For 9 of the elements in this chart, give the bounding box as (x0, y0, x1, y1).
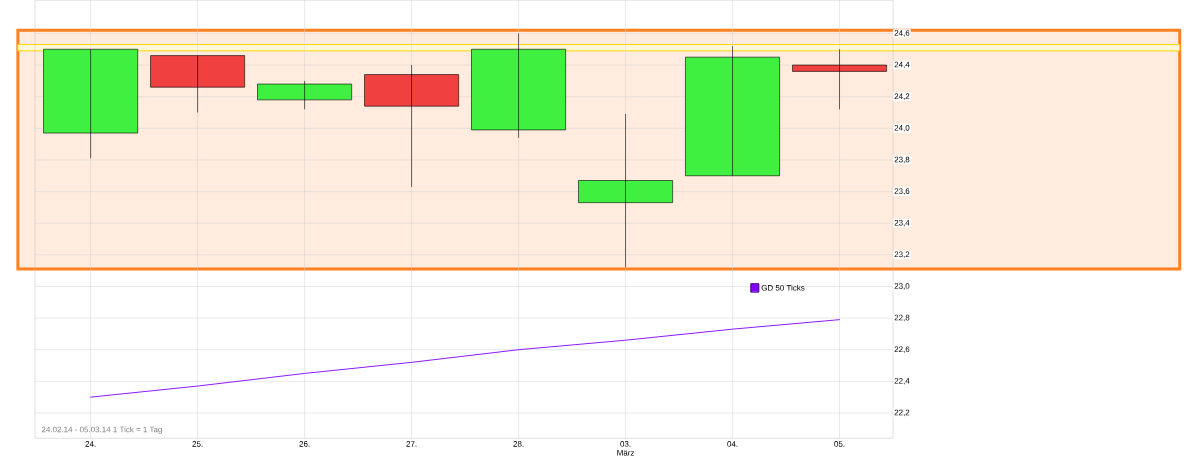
candlestick (150, 55, 245, 113)
candlestick (257, 80, 352, 110)
candlestick (364, 64, 459, 188)
candlestick (471, 33, 566, 138)
candlestick (43, 48, 139, 159)
line-series (90, 319, 840, 398)
candlestick (578, 113, 673, 268)
candlestick (685, 45, 780, 176)
candlestick (792, 48, 887, 110)
